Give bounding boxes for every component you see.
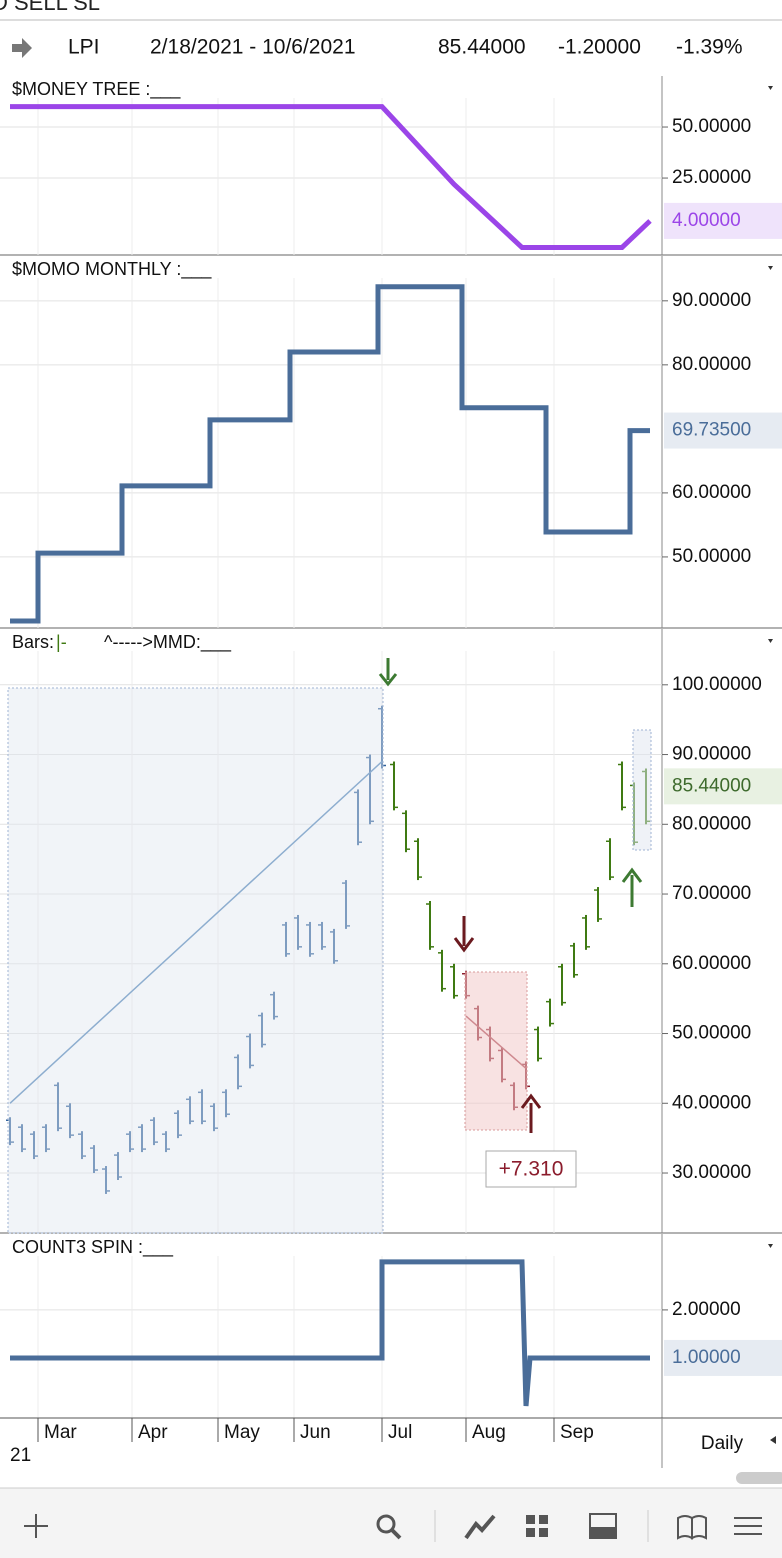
x-tick-label: Mar — [44, 1422, 77, 1443]
y-tick-label: 70.00000 — [672, 883, 751, 904]
panel-menu — [768, 1244, 773, 1248]
last-value-label: 69.73500 — [672, 420, 751, 441]
menu-button[interactable] — [734, 1517, 762, 1535]
panel-menu — [768, 266, 773, 270]
y-tick-label: 40.00000 — [672, 1092, 751, 1113]
y-tick-label: 50.00000 — [672, 546, 751, 567]
last-value-label: 1.00000 — [672, 1347, 741, 1368]
date-range: 2/18/2021 - 10/6/2021 — [150, 36, 356, 59]
x-tick-label: Sep — [560, 1422, 594, 1443]
grid-button[interactable] — [526, 1515, 548, 1537]
add-button[interactable] — [24, 1514, 48, 1538]
x-tick-label: Aug — [472, 1422, 506, 1443]
y-tick-label: 90.00000 — [672, 290, 751, 311]
y-tick-label: 60.00000 — [672, 953, 751, 974]
series-line — [10, 284, 650, 624]
x-tick-label: Jul — [388, 1422, 412, 1443]
chart-button[interactable] — [464, 1514, 496, 1540]
change: -1.20000 — [558, 36, 641, 59]
highlight-region — [464, 971, 528, 1131]
y-tick-label: 100.00000 — [672, 674, 762, 695]
panel-title: $MOMO MONTHLY :___ — [12, 259, 212, 280]
toolbar — [0, 1488, 782, 1558]
y-tick-label: 60.00000 — [672, 482, 751, 503]
play-icon[interactable] — [12, 38, 32, 58]
y-tick-label: 90.00000 — [672, 744, 751, 765]
top-strip: D SELL SL — [0, 0, 100, 15]
y-tick-label: 2.00000 — [672, 1299, 741, 1320]
year-label: 21 — [10, 1445, 31, 1466]
period[interactable]: Daily — [701, 1433, 744, 1454]
symbol: LPI — [68, 36, 100, 59]
highlight-region — [7, 687, 384, 1234]
panel-menu — [768, 86, 773, 90]
last-value-label: 85.44000 — [672, 775, 751, 796]
last-price: 85.44000 — [438, 36, 526, 59]
buy-arrow — [520, 1093, 542, 1133]
book-button[interactable] — [677, 1515, 707, 1540]
annotation: +7.310 — [499, 1158, 564, 1181]
y-tick-label: 80.00000 — [672, 813, 751, 834]
last-value-box — [664, 412, 782, 449]
y-tick-label: 25.00000 — [672, 167, 751, 188]
layout-button[interactable] — [589, 1513, 617, 1539]
x-tick-label: Jun — [300, 1422, 331, 1443]
scrollbar[interactable] — [736, 1472, 782, 1484]
panel-title: |- — [56, 632, 67, 652]
y-tick-label: 30.00000 — [672, 1162, 751, 1183]
signals: +7.310 — [7, 658, 652, 1234]
x-tick-label: Apr — [138, 1422, 168, 1443]
panel-title: Bars: — [12, 632, 54, 652]
percent-change: -1.39% — [676, 36, 743, 59]
annotation-box — [485, 1150, 577, 1188]
panel-title: $MONEY TREE :___ — [12, 79, 181, 100]
series-line — [10, 104, 652, 250]
last-value-label: 4.00000 — [672, 210, 741, 231]
search-button[interactable] — [376, 1514, 402, 1540]
series-line — [10, 1259, 650, 1407]
y-tick-label: 80.00000 — [672, 354, 751, 375]
last-value-box — [664, 202, 782, 239]
panel-menu — [768, 639, 773, 643]
sell-arrow — [453, 916, 475, 953]
last-value-box — [664, 1339, 782, 1376]
x-tick-label: May — [224, 1422, 260, 1443]
panel-title: ^----->MMD:___ — [104, 632, 232, 653]
average-line — [9, 760, 383, 1104]
highlight-region — [632, 729, 652, 851]
sell-arrow — [378, 658, 398, 687]
last-value-box — [664, 768, 782, 805]
buy-arrow — [621, 867, 643, 907]
panel-title: COUNT3 SPIN :___ — [12, 1237, 174, 1258]
period-menu[interactable] — [770, 1436, 776, 1444]
y-tick-label: 50.00000 — [672, 1023, 751, 1044]
y-tick-label: 50.00000 — [672, 116, 751, 137]
